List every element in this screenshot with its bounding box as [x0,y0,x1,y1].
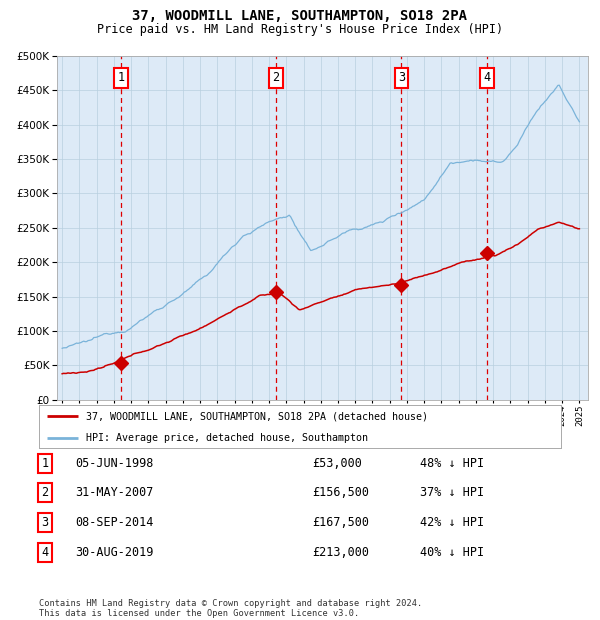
Text: 37, WOODMILL LANE, SOUTHAMPTON, SO18 2PA (detached house): 37, WOODMILL LANE, SOUTHAMPTON, SO18 2PA… [86,412,428,422]
Text: £53,000: £53,000 [312,457,362,469]
Text: 2: 2 [41,487,49,499]
Text: 3: 3 [398,71,405,84]
Text: 08-SEP-2014: 08-SEP-2014 [75,516,154,529]
Text: 4: 4 [484,71,491,84]
Text: 4: 4 [41,546,49,559]
Text: 3: 3 [41,516,49,529]
Text: 31-MAY-2007: 31-MAY-2007 [75,487,154,499]
Text: Contains HM Land Registry data © Crown copyright and database right 2024.
This d: Contains HM Land Registry data © Crown c… [39,599,422,618]
Text: £167,500: £167,500 [312,516,369,529]
Text: 37, WOODMILL LANE, SOUTHAMPTON, SO18 2PA: 37, WOODMILL LANE, SOUTHAMPTON, SO18 2PA [133,9,467,24]
Text: £213,000: £213,000 [312,546,369,559]
Text: 1: 1 [118,71,125,84]
Text: £156,500: £156,500 [312,487,369,499]
Text: Price paid vs. HM Land Registry's House Price Index (HPI): Price paid vs. HM Land Registry's House … [97,23,503,36]
Text: 2: 2 [272,71,280,84]
Text: 42% ↓ HPI: 42% ↓ HPI [420,516,484,529]
Text: 05-JUN-1998: 05-JUN-1998 [75,457,154,469]
Text: 1: 1 [41,457,49,469]
Text: 40% ↓ HPI: 40% ↓ HPI [420,546,484,559]
Text: HPI: Average price, detached house, Southampton: HPI: Average price, detached house, Sout… [86,433,368,443]
Text: 30-AUG-2019: 30-AUG-2019 [75,546,154,559]
Text: 37% ↓ HPI: 37% ↓ HPI [420,487,484,499]
Text: 48% ↓ HPI: 48% ↓ HPI [420,457,484,469]
